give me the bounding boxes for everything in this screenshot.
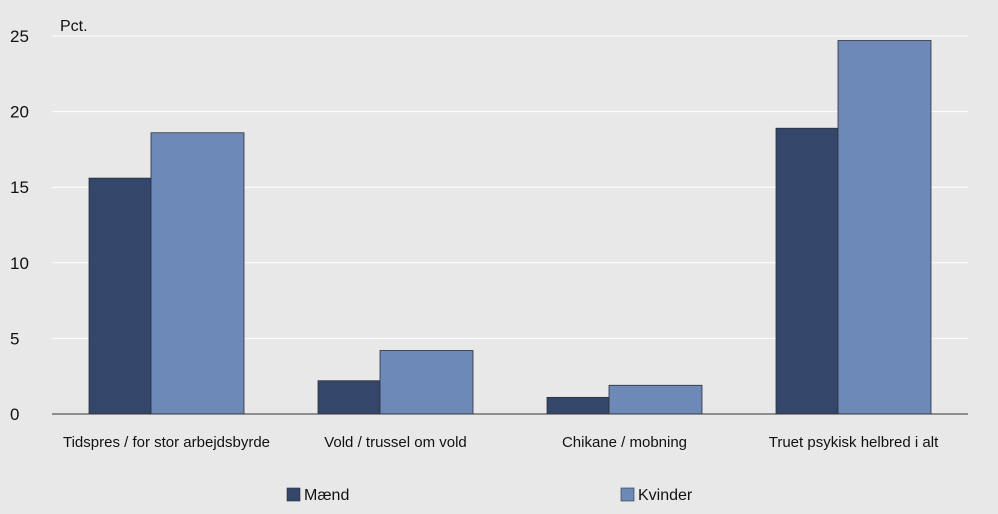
category-label: Chikane / mobning (562, 434, 687, 451)
legend: Mænd Kvinder (286, 487, 693, 504)
legend-swatch (286, 487, 301, 502)
bar-kvinder (379, 350, 474, 415)
legend-label: Mænd (304, 487, 349, 504)
y-tick-label: 5 (10, 329, 19, 348)
category-label: Vold / trussel om vold (324, 434, 467, 451)
y-tick-label: 0 (10, 405, 19, 424)
bar-maend (317, 380, 381, 415)
category-label: Truet psykisk helbred i alt (769, 434, 939, 451)
y-tick-label: 20 (10, 103, 29, 122)
y-tick-label: 15 (10, 178, 29, 197)
bar-maend (775, 127, 839, 415)
legend-label: Kvinder (638, 487, 693, 504)
y-tick-labels: 0 5 10 15 20 25 (10, 27, 29, 424)
category-label: Tidspres / for stor arbejdsbyrde (63, 434, 270, 451)
bar-kvinder (837, 40, 932, 415)
bar-kvinder (608, 384, 703, 415)
legend-swatch (620, 487, 635, 502)
bars (88, 40, 932, 415)
y-axis-unit-label: Pct. (60, 18, 88, 35)
bar-maend (546, 396, 610, 415)
y-tick-label: 25 (10, 27, 29, 46)
bar-kvinder (150, 132, 245, 415)
y-tick-label: 10 (10, 254, 29, 273)
bar-maend (88, 177, 152, 415)
category-labels: Tidspres / for stor arbejdsbyrde Vold / t… (63, 434, 939, 451)
